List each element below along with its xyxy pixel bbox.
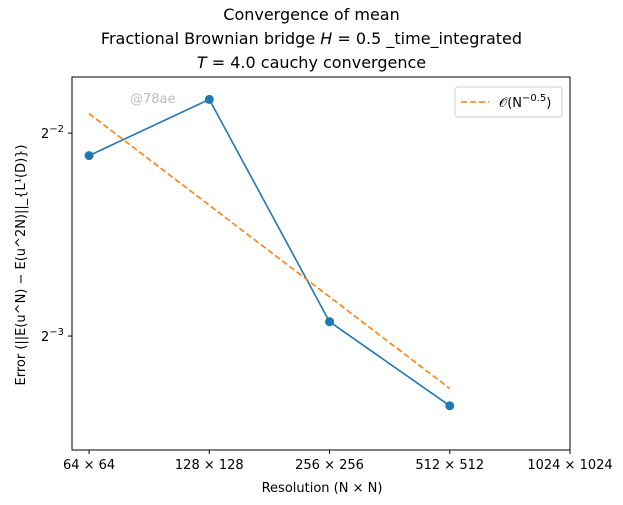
legend: 𝒪(N−0.5) — [454, 86, 563, 118]
data-point — [84, 151, 94, 161]
chart-axes: 64 × 64 128 × 128 256 × 256 512 × 512 1024 ×… — [41, 124, 613, 473]
plot-area — [71, 76, 571, 451]
data-point — [445, 401, 455, 411]
y-tick-label: 2−3 — [41, 327, 64, 345]
plot-frame — [71, 76, 571, 451]
data-point — [325, 317, 335, 327]
x-tick-label: 128 × 128 — [175, 458, 244, 473]
chart-marks — [84, 94, 455, 411]
chart-title-line-3: T = 4.0 cauchy convergence — [196, 53, 427, 72]
reference-line — [88, 112, 451, 390]
x-axis-label: Resolution (N × N) — [262, 481, 383, 496]
x-tick-label: 256 × 256 — [295, 458, 364, 473]
y-axis-label: Error (||E(u^N) − E(u^2N)||_{L¹(D)}) — [14, 145, 29, 386]
watermark-text: @78ae — [130, 92, 176, 107]
x-tick-label: 64 × 64 — [63, 458, 115, 473]
legend-box — [454, 86, 563, 118]
error-line — [88, 98, 451, 407]
chart-title-line-1: Convergence of mean — [223, 5, 400, 24]
chart-title-line-2: Fractional Brownian bridge H = 0.5 _time… — [100, 29, 523, 48]
legend-label: 𝒪(N−0.5) — [499, 93, 551, 111]
data-point — [204, 94, 214, 104]
x-tick-label: 512 × 512 — [415, 458, 484, 473]
x-tick-label: 1024 × 1024 — [527, 458, 612, 473]
y-tick-label: 2−2 — [41, 124, 64, 142]
